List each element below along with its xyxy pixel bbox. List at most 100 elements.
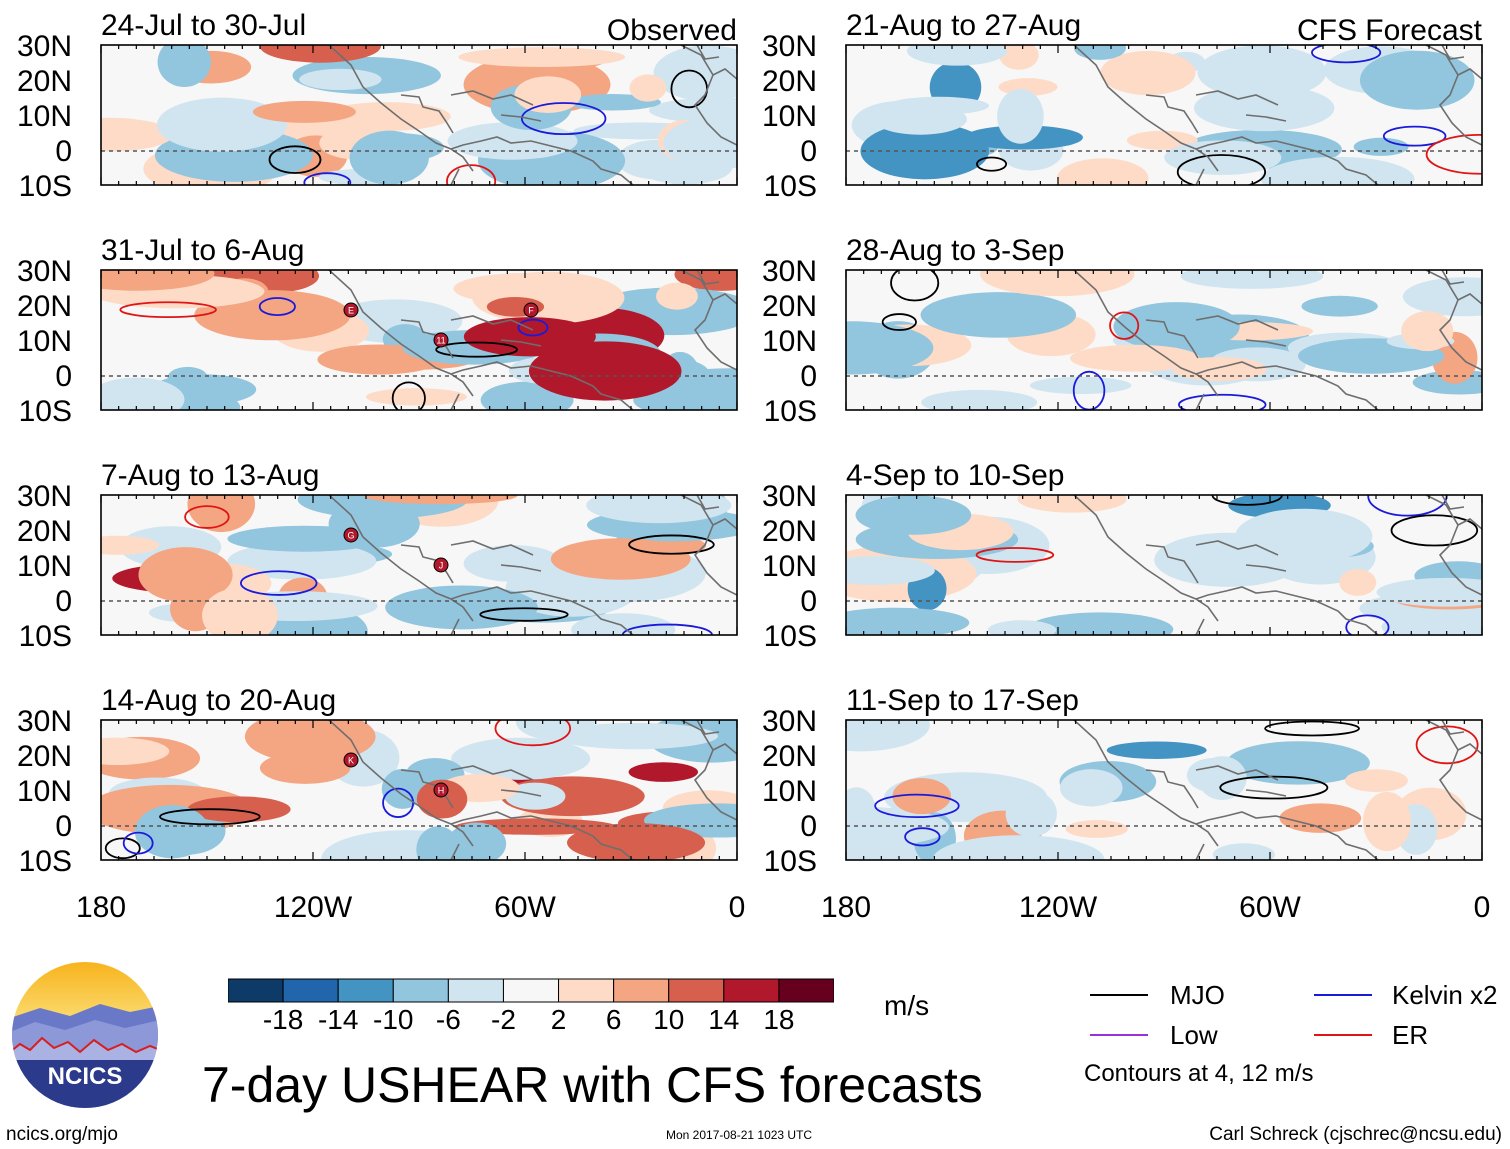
- anomaly-region: [1301, 295, 1378, 317]
- panel-title: 28-Aug to 3-Sep: [846, 234, 1064, 267]
- lat-tick-label: 10S: [764, 620, 817, 653]
- anomaly-region: [101, 270, 215, 291]
- anomaly-region: [628, 762, 699, 782]
- contour-line: [517, 318, 549, 337]
- panel-title: 7-Aug to 13-Aug: [101, 459, 319, 492]
- panel-title: 31-Jul to 6-Aug: [101, 234, 304, 267]
- storm-marker-label: E: [348, 306, 354, 316]
- contour-line: [1311, 45, 1382, 64]
- contour-line: [628, 534, 715, 555]
- lat-tick-label: 10N: [17, 325, 72, 358]
- lat-tick-label: 10S: [19, 395, 72, 428]
- panel-title: 24-Jul to 30-Jul: [101, 9, 306, 42]
- contour-line: [1176, 154, 1267, 185]
- anomaly-region: [363, 495, 518, 505]
- colorbar-swatch: [337, 978, 394, 1003]
- anomaly-region: [1212, 843, 1275, 860]
- lat-tick-label: 20N: [762, 515, 817, 548]
- colorbar-swatch: [228, 978, 284, 1003]
- colorbar-swatch: [723, 978, 780, 1003]
- lat-tick-label: 10S: [764, 170, 817, 203]
- anomaly-region: [1197, 45, 1327, 100]
- anomaly-region: [552, 722, 718, 750]
- panel-title: 11-Sep to 17-Sep: [846, 684, 1079, 717]
- anomaly-region: [987, 620, 1057, 635]
- contour-line: [268, 145, 322, 174]
- anomaly-region: [416, 779, 468, 819]
- chart-title: 7-day USHEAR with CFS forecasts: [202, 1057, 983, 1113]
- anomaly-region: [1026, 612, 1174, 635]
- units-label: m/s: [884, 990, 930, 1021]
- colorbar-swatch: [447, 978, 504, 1003]
- contour-line: [446, 164, 497, 185]
- lat-tick-label: 10N: [762, 550, 817, 583]
- lat-tick-label: 0: [800, 135, 817, 168]
- lat-tick-label: 0: [55, 360, 72, 393]
- legend-label-mjo: MJO: [1170, 980, 1225, 1010]
- lat-tick-label: 10N: [762, 775, 817, 808]
- source-url[interactable]: ncics.org/mjo: [6, 1124, 118, 1145]
- lon-tick-label: 120W: [274, 891, 353, 924]
- contour-line: [494, 720, 572, 747]
- contour-line: [1345, 614, 1390, 635]
- anomaly-region: [1401, 311, 1454, 352]
- colorbar-tick-label: -2: [491, 1004, 516, 1035]
- anomaly-region: [416, 826, 460, 860]
- lat-tick-label: 10S: [19, 845, 72, 878]
- anomaly-region: [1363, 791, 1411, 852]
- contour-line: [1178, 393, 1267, 410]
- anomaly-region: [187, 495, 256, 533]
- lon-tick-label: 60W: [494, 891, 556, 924]
- contour-line: [391, 381, 426, 410]
- lat-tick-label: 0: [800, 810, 817, 843]
- storm-marker-label: 11: [436, 336, 445, 346]
- storm-marker: [523, 302, 539, 318]
- storm-marker-label: F: [528, 306, 534, 316]
- anomaly-region: [571, 613, 676, 635]
- anomaly-region: [1073, 45, 1126, 60]
- lon-tick-label: 180: [821, 891, 871, 924]
- anomaly-region: [101, 737, 170, 765]
- column-header: CFS Forecast: [1297, 14, 1483, 47]
- anomaly-region: [846, 321, 934, 375]
- anomaly-region: [1069, 344, 1200, 372]
- lat-tick-label: 10S: [19, 170, 72, 203]
- panel-title: 14-Aug to 20-Aug: [101, 684, 336, 717]
- contour-line: [975, 547, 1055, 563]
- colorbar-swatch: [502, 978, 560, 1003]
- lat-tick-label: 10N: [762, 100, 817, 133]
- anomaly-region: [349, 130, 429, 185]
- anomaly-region: [906, 45, 1008, 66]
- lat-tick-label: 30N: [17, 705, 72, 738]
- anomaly-region: [259, 752, 351, 784]
- anomaly-region: [202, 587, 278, 635]
- colorbar-swatch: [558, 978, 615, 1003]
- contour-line: [520, 102, 607, 136]
- anomaly-region: [1126, 130, 1198, 150]
- storm-marker-label: G: [347, 531, 354, 541]
- anomaly-region: [299, 68, 382, 90]
- anomaly-region: [1029, 376, 1132, 395]
- lat-tick-label: 0: [55, 585, 72, 618]
- anomaly-region: [649, 97, 737, 124]
- lat-tick-label: 30N: [762, 705, 817, 738]
- anomaly-region: [997, 88, 1044, 144]
- storm-marker: [433, 557, 449, 573]
- lat-tick-label: 0: [800, 360, 817, 393]
- anomaly-region: [138, 547, 233, 603]
- anomaly-region: [1106, 741, 1207, 759]
- anomaly-region: [920, 292, 1077, 338]
- anomaly-region: [846, 720, 930, 752]
- contour-line: [184, 505, 230, 529]
- anomaly-region: [873, 103, 967, 135]
- lat-tick-label: 20N: [762, 65, 817, 98]
- column-header: Observed: [607, 14, 737, 47]
- colorbar-tick-label: 10: [653, 1004, 685, 1035]
